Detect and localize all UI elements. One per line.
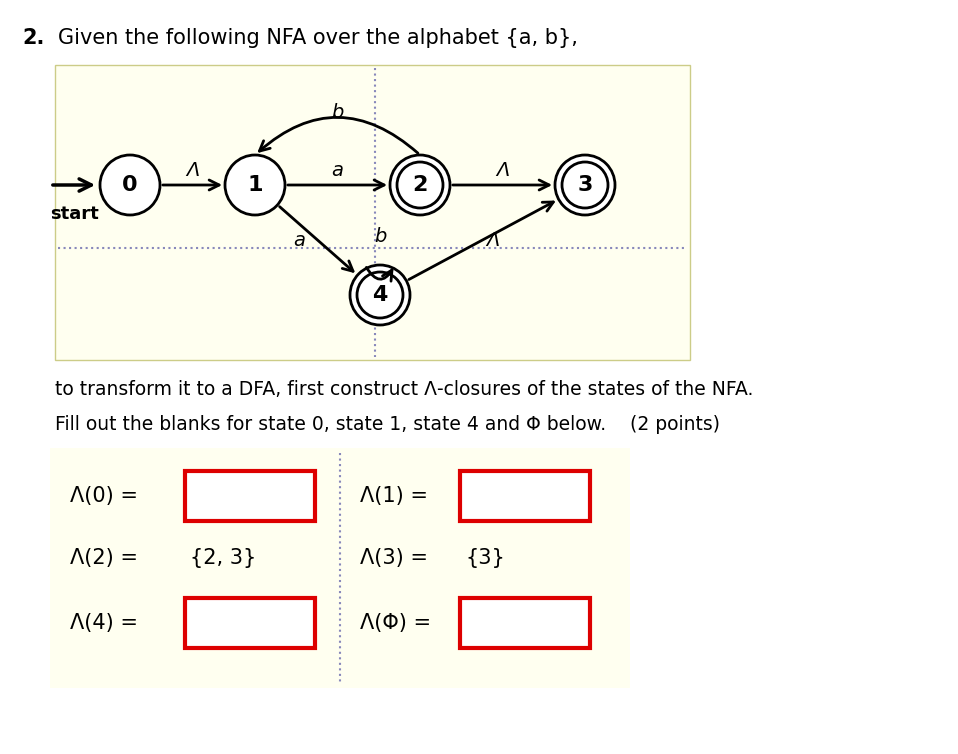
Text: (2 points): (2 points): [630, 415, 720, 434]
Text: 1: 1: [247, 175, 262, 195]
Text: 3: 3: [578, 175, 593, 195]
FancyBboxPatch shape: [50, 448, 630, 688]
FancyBboxPatch shape: [185, 598, 315, 648]
FancyArrowPatch shape: [53, 179, 91, 191]
Text: Λ: Λ: [186, 161, 199, 180]
Text: {3}: {3}: [465, 548, 505, 568]
Text: 2.: 2.: [22, 28, 44, 48]
FancyBboxPatch shape: [460, 598, 590, 648]
Circle shape: [555, 155, 615, 215]
Text: Λ(1) =: Λ(1) =: [360, 486, 428, 506]
Text: Λ(Φ) =: Λ(Φ) =: [360, 613, 431, 633]
Text: a: a: [293, 231, 306, 250]
Text: 4: 4: [373, 285, 388, 305]
FancyBboxPatch shape: [55, 65, 690, 360]
Text: Given the following NFA over the alphabet {a, b},: Given the following NFA over the alphabe…: [58, 28, 578, 48]
Circle shape: [225, 155, 285, 215]
FancyArrowPatch shape: [366, 268, 392, 281]
Text: start: start: [50, 205, 99, 223]
Text: b: b: [331, 103, 344, 122]
FancyArrowPatch shape: [287, 180, 384, 190]
Text: Λ(0) =: Λ(0) =: [70, 486, 138, 506]
Circle shape: [100, 155, 160, 215]
FancyArrowPatch shape: [280, 207, 354, 271]
FancyArrowPatch shape: [163, 180, 219, 190]
Text: 2: 2: [412, 175, 427, 195]
FancyArrowPatch shape: [453, 180, 549, 190]
Text: Λ: Λ: [496, 161, 510, 180]
Text: Fill out the blanks for state 0, state 1, state 4 and Φ below.: Fill out the blanks for state 0, state 1…: [55, 415, 606, 434]
Circle shape: [350, 265, 410, 325]
Text: Λ(2) =: Λ(2) =: [70, 548, 138, 568]
Text: b: b: [374, 228, 386, 247]
Text: Λ: Λ: [486, 231, 499, 250]
Text: a: a: [331, 161, 344, 180]
FancyBboxPatch shape: [185, 471, 315, 521]
Circle shape: [390, 155, 450, 215]
FancyArrowPatch shape: [409, 202, 554, 280]
Text: 0: 0: [123, 175, 138, 195]
FancyBboxPatch shape: [460, 471, 590, 521]
FancyArrowPatch shape: [260, 118, 418, 153]
Text: to transform it to a DFA, first construct Λ-closures of the states of the NFA.: to transform it to a DFA, first construc…: [55, 380, 753, 399]
Text: {2, 3}: {2, 3}: [190, 548, 256, 568]
Text: Λ(4) =: Λ(4) =: [70, 613, 138, 633]
Text: Λ(3) =: Λ(3) =: [360, 548, 428, 568]
